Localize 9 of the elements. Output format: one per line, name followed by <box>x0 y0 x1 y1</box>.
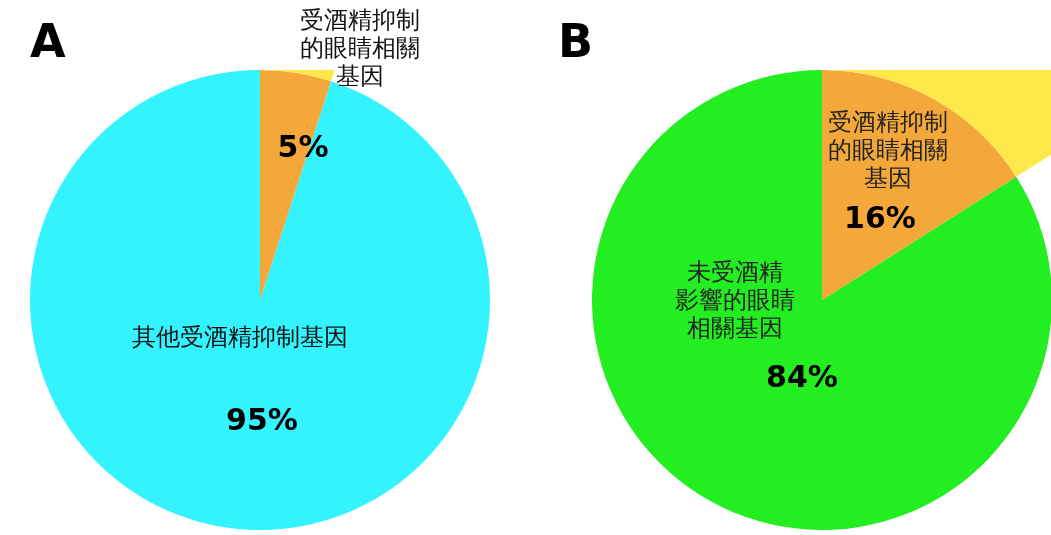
slice-label: 受酒精抑制的眼睛相關基因 <box>828 108 948 192</box>
slice-label: 受酒精抑制的眼睛相關基因 <box>300 6 420 90</box>
data-label: 95% <box>226 402 298 437</box>
data-label: 84% <box>766 359 838 394</box>
slice-label: 其他受酒精抑制基因 <box>132 323 348 351</box>
chart-title: B <box>558 14 594 68</box>
data-label: 16% <box>844 200 916 235</box>
slice-label: 未受酒精影響的眼睛相關基因 <box>675 258 795 342</box>
chart-title: A <box>30 14 66 68</box>
